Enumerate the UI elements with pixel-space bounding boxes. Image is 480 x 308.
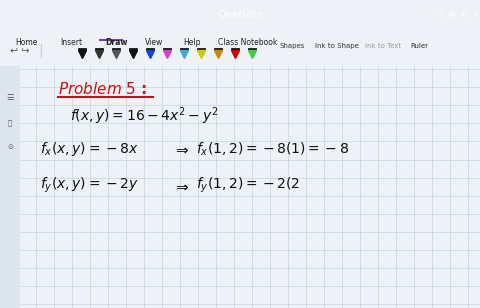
Bar bbox=[0, 66, 20, 308]
Text: –  □  ✕: – □ ✕ bbox=[429, 12, 454, 18]
Text: Draw: Draw bbox=[105, 38, 127, 47]
Text: Help: Help bbox=[183, 38, 201, 47]
Text: Class Notebook: Class Notebook bbox=[218, 38, 277, 47]
Text: $f_y(1,2) = -2(2$: $f_y(1,2) = -2(2$ bbox=[196, 176, 300, 195]
Text: –  □  ✕: – □ ✕ bbox=[453, 12, 478, 18]
Text: Shapes: Shapes bbox=[280, 43, 305, 49]
Text: Insert: Insert bbox=[60, 38, 82, 47]
Text: –  □  ✕: – □ ✕ bbox=[441, 12, 466, 18]
Text: $f_x(1,2) = -8(1) = -8$: $f_x(1,2) = -8(1) = -8$ bbox=[196, 141, 349, 158]
Text: $f(x,y) = 16 - 4x^2 - y^2$: $f(x,y) = 16 - 4x^2 - y^2$ bbox=[70, 106, 218, 127]
Text: $\Rightarrow$: $\Rightarrow$ bbox=[173, 142, 190, 157]
Text: ↩ ↪: ↩ ↪ bbox=[10, 46, 29, 56]
Text: $f_x(x,y) = -8x$: $f_x(x,y) = -8x$ bbox=[40, 140, 139, 159]
Text: 🔍: 🔍 bbox=[8, 119, 12, 126]
Text: ☰: ☰ bbox=[6, 93, 14, 102]
Text: Ink to Shape: Ink to Shape bbox=[315, 43, 359, 49]
Text: View: View bbox=[145, 38, 163, 47]
Text: Home: Home bbox=[15, 38, 37, 47]
Text: $f_y(x,y) = -2y$: $f_y(x,y) = -2y$ bbox=[40, 176, 139, 195]
Text: OneNote: OneNote bbox=[217, 10, 263, 20]
Text: |: | bbox=[38, 43, 43, 58]
Text: $\Rightarrow$: $\Rightarrow$ bbox=[173, 178, 190, 193]
Text: ⊙: ⊙ bbox=[7, 144, 13, 151]
Text: Ruler: Ruler bbox=[410, 43, 428, 49]
Text: $\mathit{Problem\ 5}$ :: $\mathit{Problem\ 5}$ : bbox=[58, 81, 147, 97]
Text: Ink to Text: Ink to Text bbox=[365, 43, 401, 49]
